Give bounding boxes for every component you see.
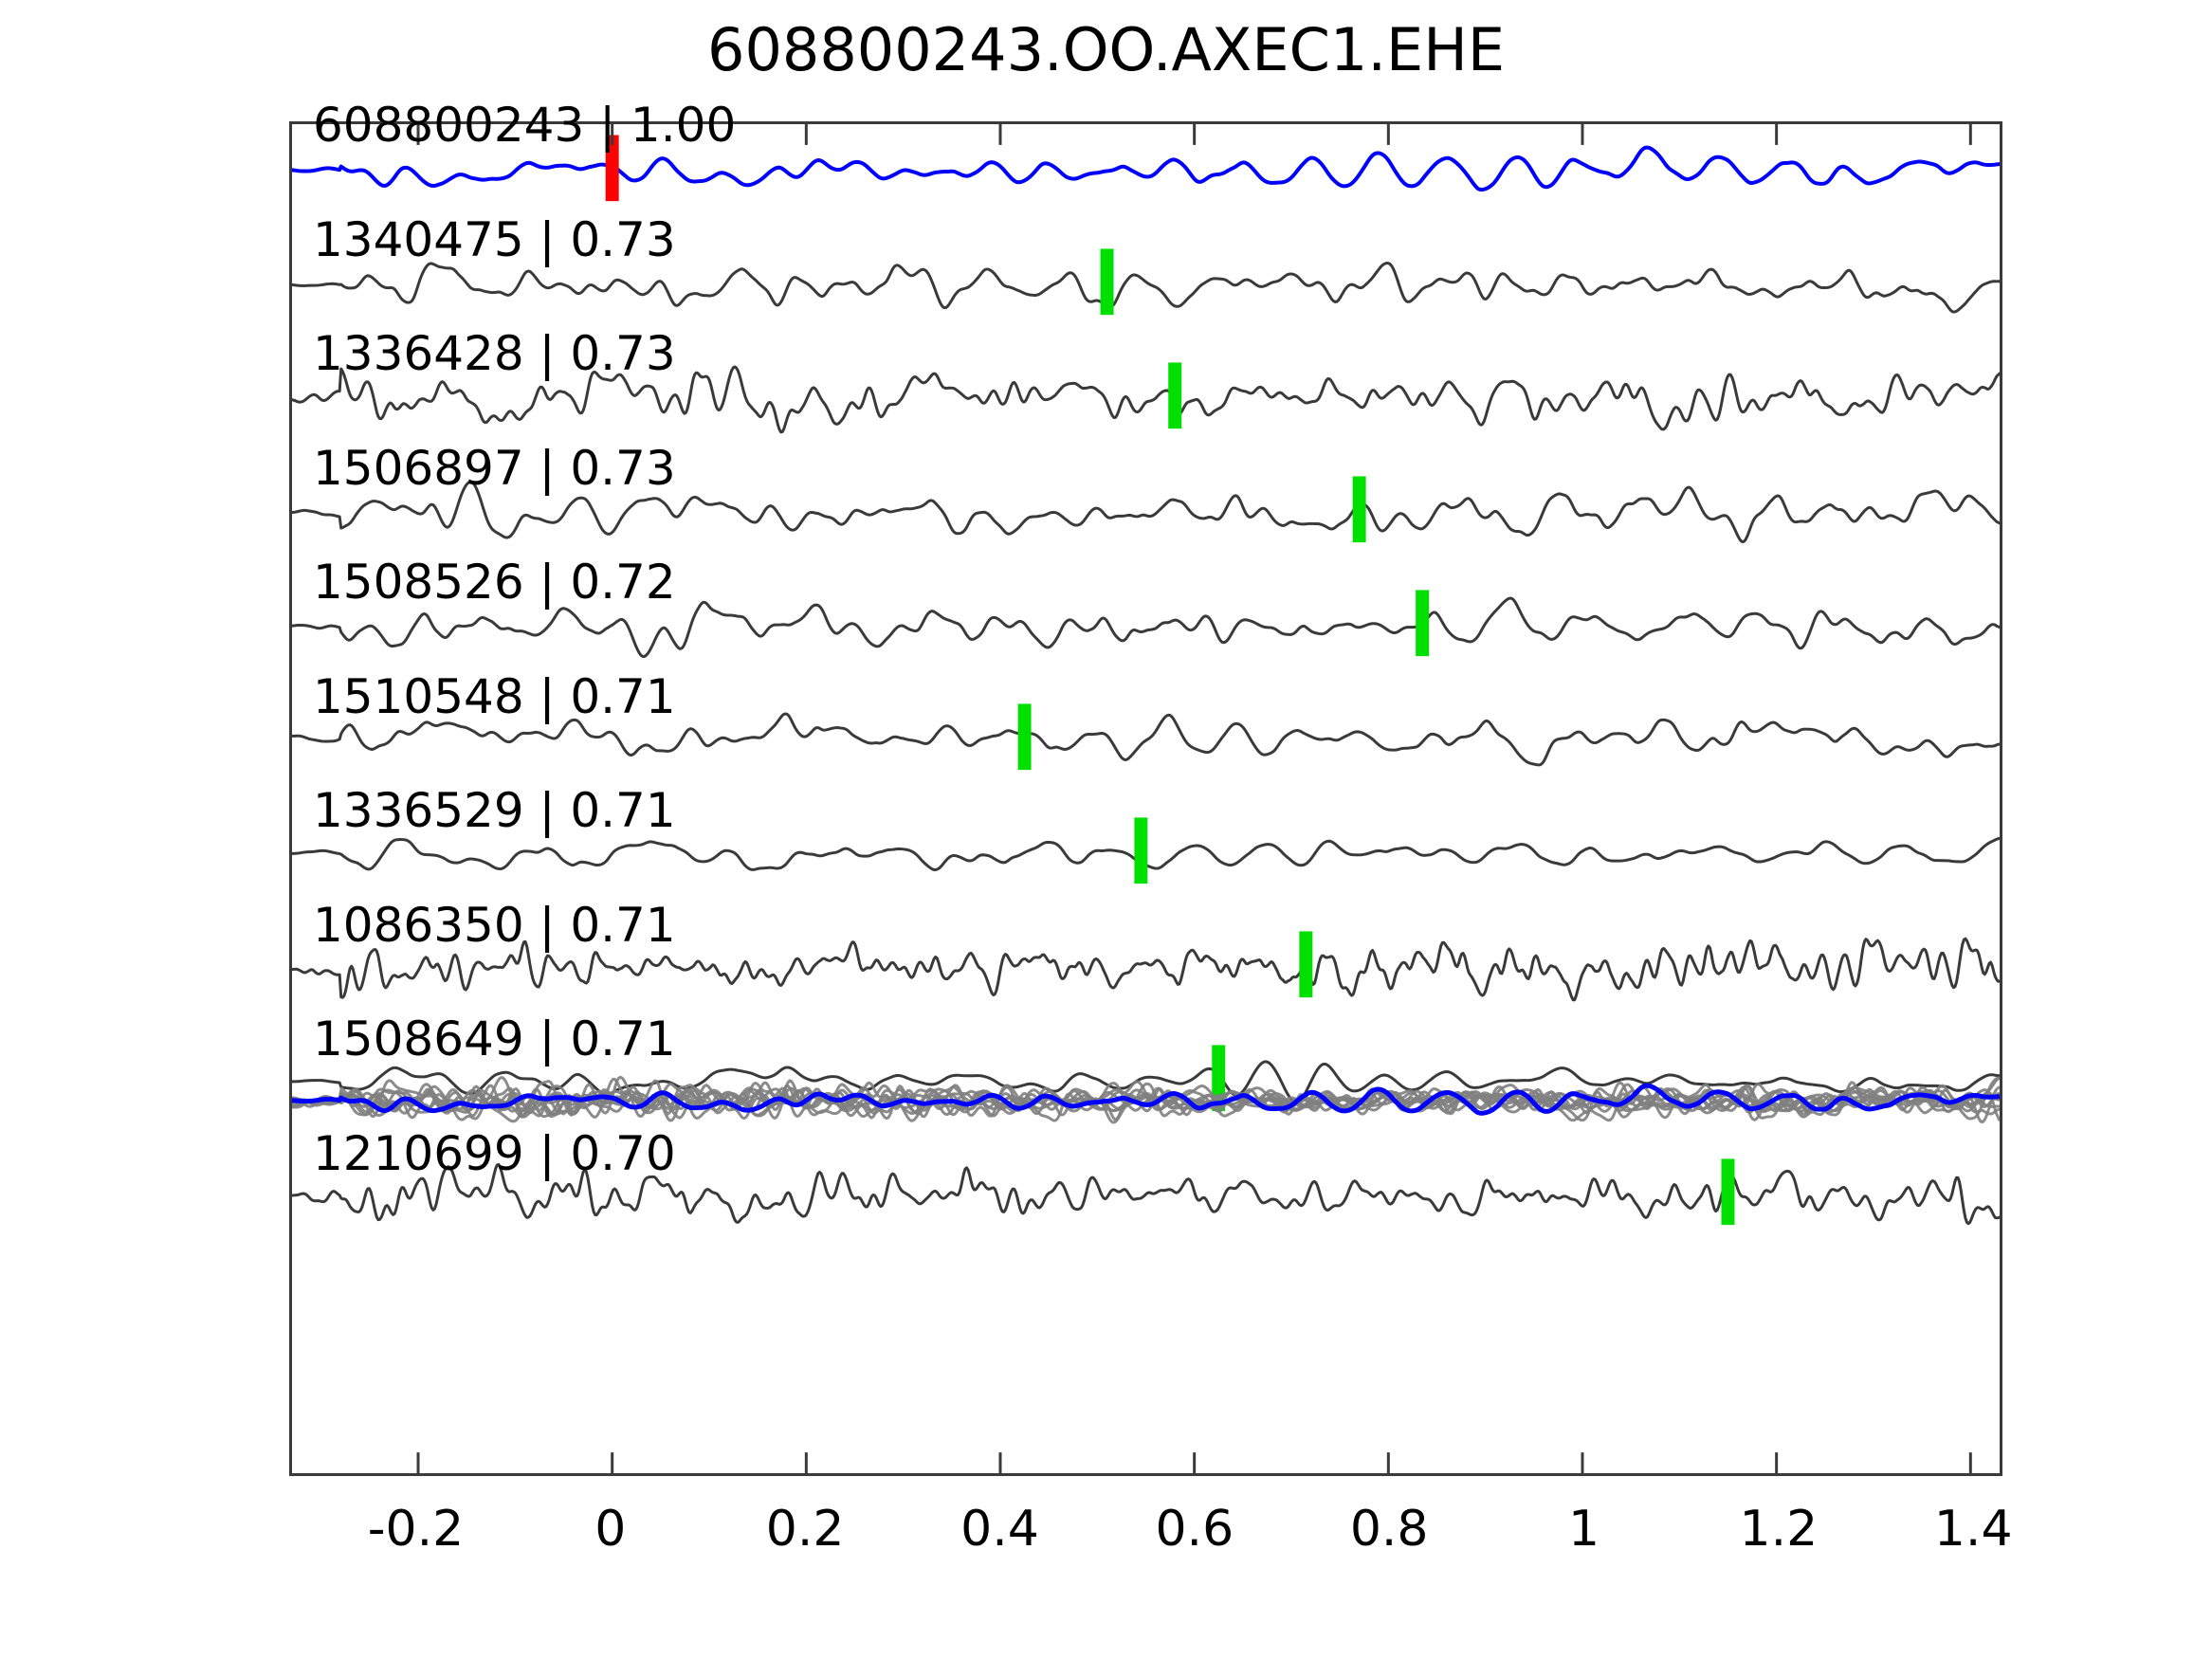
waveform-canvas <box>292 124 2000 1473</box>
x-tick-label: 1.4 <box>1933 1501 2013 1558</box>
pick-marker <box>1168 362 1182 429</box>
x-axis: -0.2 0 0.2 0.4 0.6 0.8 1 1.2 1.4 <box>289 1476 2013 1590</box>
waveform-trace <box>292 937 2000 1002</box>
pick-marker <box>1100 248 1114 316</box>
pick-marker <box>1134 817 1148 884</box>
waveform-trace <box>292 1162 2000 1226</box>
pick-marker <box>1299 931 1313 998</box>
pick-marker <box>605 135 619 202</box>
x-tick-label: 0 <box>594 1501 627 1558</box>
page-title: 608800243.OO.AXEC1.EHE <box>707 15 1505 84</box>
x-tick-label: 0.2 <box>765 1501 845 1558</box>
waveform-trace <box>292 1060 2000 1103</box>
waveform-trace <box>292 262 2000 314</box>
waveform-trace <box>292 596 2000 658</box>
stack-overlay-trace <box>292 1086 2000 1124</box>
pick-marker <box>1352 476 1366 543</box>
waveform-trace <box>292 365 2000 434</box>
x-tick-label: -0.2 <box>367 1501 465 1558</box>
stack-overlay-trace <box>292 1081 2000 1122</box>
pick-marker <box>1721 1158 1735 1226</box>
stack-reference-trace <box>292 1083 2000 1116</box>
x-tick-label: 1.2 <box>1739 1501 1819 1558</box>
x-tick-label: 0.6 <box>1155 1501 1234 1558</box>
pick-marker <box>1017 703 1032 771</box>
x-tick-label: 0.8 <box>1349 1501 1429 1558</box>
waveform-trace <box>292 480 2000 544</box>
waveform-trace <box>292 712 2000 767</box>
x-tick-label: 0.4 <box>960 1501 1039 1558</box>
plot-area: 608800243 | 1.00 1340475 | 0.73 1336428 | … <box>289 98 2002 1476</box>
x-tick-label: 1 <box>1567 1501 1600 1558</box>
waveform-trace <box>292 145 2000 192</box>
pick-marker <box>1416 590 1430 657</box>
